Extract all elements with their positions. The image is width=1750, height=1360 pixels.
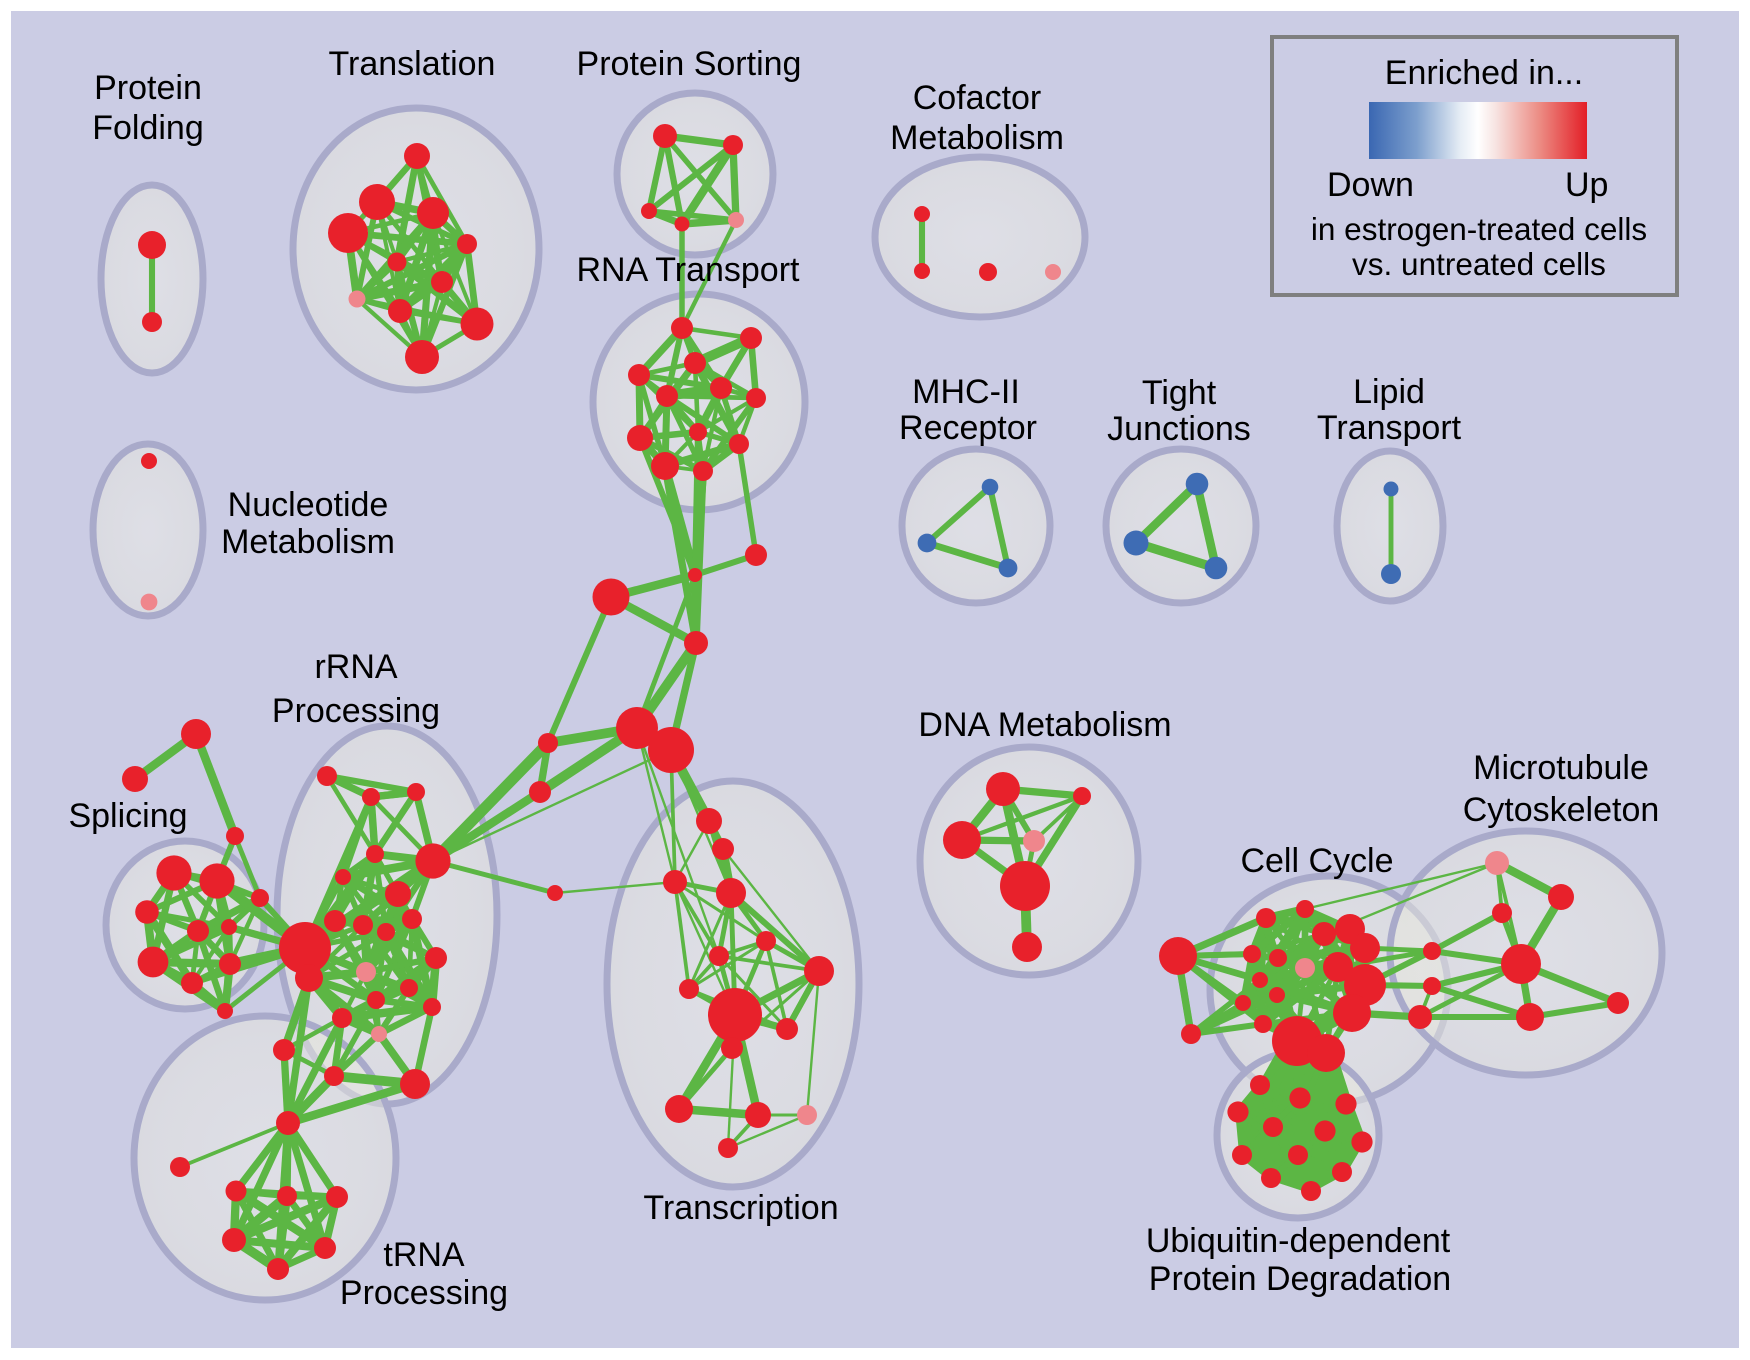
svg-text:vs. untreated cells: vs. untreated cells: [1352, 246, 1606, 282]
svg-text:Metabolism: Metabolism: [890, 119, 1064, 157]
svg-text:Protein Degradation: Protein Degradation: [1149, 1260, 1451, 1298]
svg-text:Cofactor: Cofactor: [913, 79, 1042, 117]
svg-text:Processing: Processing: [340, 1274, 508, 1312]
svg-text:Ubiquitin-dependent: Ubiquitin-dependent: [1146, 1222, 1451, 1260]
svg-text:Junctions: Junctions: [1107, 410, 1251, 448]
svg-text:rRNA: rRNA: [314, 648, 397, 686]
svg-text:Up: Up: [1565, 166, 1608, 204]
svg-text:Microtubule: Microtubule: [1473, 749, 1649, 787]
svg-text:tRNA: tRNA: [383, 1236, 465, 1274]
svg-text:Enriched in...: Enriched in...: [1385, 54, 1583, 92]
svg-text:Folding: Folding: [92, 109, 204, 147]
svg-text:Cell Cycle: Cell Cycle: [1240, 842, 1393, 880]
svg-text:Protein: Protein: [94, 69, 202, 107]
svg-text:Metabolism: Metabolism: [221, 523, 395, 561]
svg-text:DNA Metabolism: DNA Metabolism: [918, 706, 1171, 744]
svg-text:Transport: Transport: [1317, 409, 1462, 447]
svg-text:in estrogen-treated cells: in estrogen-treated cells: [1311, 211, 1647, 247]
svg-text:Protein Sorting: Protein Sorting: [577, 45, 802, 83]
svg-text:MHC-II: MHC-II: [912, 373, 1020, 411]
svg-text:Down: Down: [1327, 166, 1414, 204]
svg-text:Transcription: Transcription: [643, 1189, 838, 1227]
svg-text:Receptor: Receptor: [899, 409, 1037, 447]
svg-text:Lipid: Lipid: [1353, 373, 1425, 411]
svg-text:RNA Transport: RNA Transport: [577, 251, 801, 289]
svg-text:Nucleotide: Nucleotide: [228, 486, 389, 524]
svg-text:Tight: Tight: [1142, 374, 1217, 412]
svg-text:Cytoskeleton: Cytoskeleton: [1463, 791, 1660, 829]
svg-text:Splicing: Splicing: [68, 797, 187, 835]
svg-text:Translation: Translation: [329, 45, 496, 83]
svg-text:Processing: Processing: [272, 692, 440, 730]
